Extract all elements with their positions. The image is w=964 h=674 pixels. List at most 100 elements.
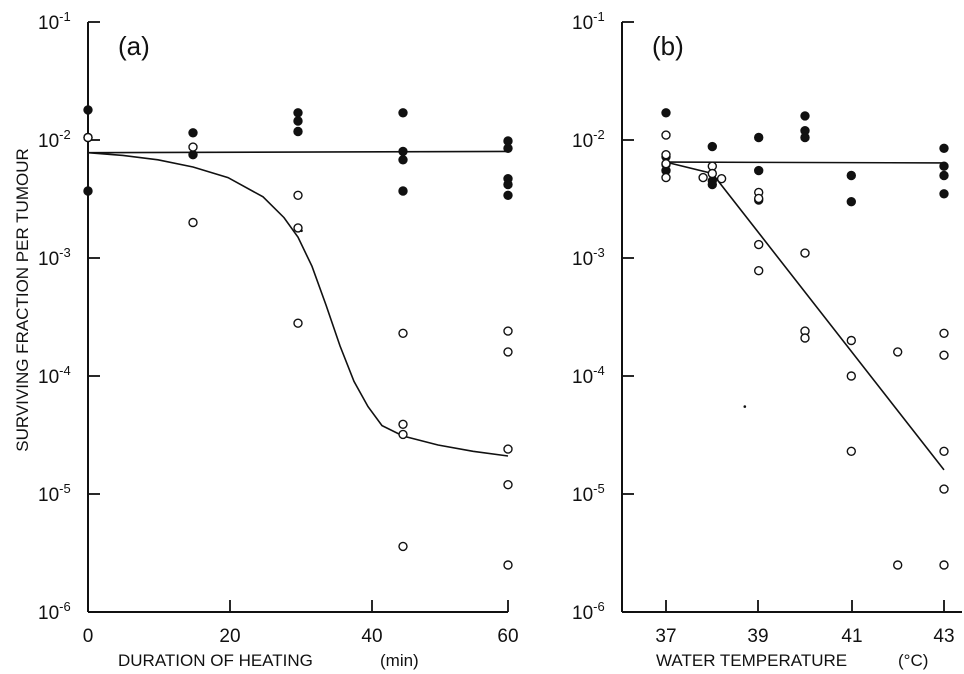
filled-data-point <box>293 116 303 126</box>
open-data-point <box>188 217 198 228</box>
panel-label: (b) <box>652 31 684 61</box>
x-tick-label: 39 <box>747 626 768 647</box>
filled-data-point <box>398 186 408 196</box>
open-data-point <box>846 335 856 346</box>
filled-data-point <box>188 128 198 138</box>
open-data-point <box>707 168 717 179</box>
open-data-point <box>503 480 513 490</box>
x-axis-unit: (°C) <box>898 651 928 670</box>
filled-data-point <box>293 126 303 137</box>
open-data-point <box>939 350 949 360</box>
x-tick-label: 37 <box>655 626 676 647</box>
filled-data-point <box>800 111 810 121</box>
filled-data-point <box>188 149 198 160</box>
panel-a: 10-1 10-2 10-3 10-4 10-5 10-6 0 20 40 60 (a) DURATI… <box>13 9 519 670</box>
open-data-point <box>293 190 303 201</box>
y-axis-title: SURVIVING FRACTION PER TUMOUR <box>13 148 32 452</box>
open-data-point <box>661 149 671 160</box>
open-data-point <box>661 130 671 140</box>
x-axis-unit: (min) <box>380 651 419 670</box>
filled-data-point <box>846 196 856 207</box>
open-data-point <box>503 347 513 357</box>
open-data-point <box>661 158 671 169</box>
filled-data-point <box>293 108 303 118</box>
open-data-point <box>754 266 764 276</box>
y-tick-label: 10-5 <box>38 481 71 506</box>
filled-data-point <box>846 170 856 181</box>
filled-data-point <box>83 105 93 115</box>
filled-data-point <box>754 165 764 176</box>
open-data-point <box>939 484 949 494</box>
filled-data-point <box>707 141 717 152</box>
open-data-point <box>503 444 513 454</box>
x-tick-label: 40 <box>361 626 382 647</box>
x-tick-label: 60 <box>497 626 518 647</box>
x-tick-label: 43 <box>933 626 954 647</box>
y-tick-label: 10-1 <box>572 9 605 34</box>
heated-fit-curve <box>87 151 509 457</box>
open-data-point <box>398 419 408 429</box>
stray-dot <box>743 405 747 408</box>
open-data-point <box>716 173 727 184</box>
heated-fit-curve <box>665 161 945 471</box>
open-data-point <box>503 326 513 336</box>
filled-data-point <box>503 190 513 201</box>
open-data-point <box>293 318 303 328</box>
x-axis-title: WATER TEMPERATURE <box>656 651 847 670</box>
open-data-point <box>698 172 708 183</box>
open-data-point <box>754 239 764 250</box>
open-data-point <box>293 223 303 233</box>
y-tick-label: 10-5 <box>572 481 605 506</box>
open-data-point <box>398 429 408 440</box>
y-tick-label: 10-1 <box>38 9 71 34</box>
control-fit-curve <box>665 161 945 164</box>
filled-data-point <box>754 132 764 143</box>
filled-data-point <box>503 179 513 190</box>
open-data-point <box>800 333 810 343</box>
open-data-point <box>503 560 513 570</box>
y-tick-label: 10-4 <box>572 363 605 388</box>
panel-b: 10-1 10-2 10-3 10-4 10-5 10-6 37 39 41 43 (b) WATER… <box>572 9 962 670</box>
open-data-point <box>846 446 856 456</box>
x-axis-title: DURATION OF HEATING <box>118 651 313 670</box>
filled-data-point <box>939 189 949 199</box>
filled-data-point <box>707 179 717 190</box>
open-data-point <box>754 193 764 204</box>
y-tick-label: 10-3 <box>38 245 71 270</box>
open-data-point <box>661 172 671 183</box>
y-tick-label: 10-6 <box>572 599 605 624</box>
y-tick-label: 10-3 <box>572 245 605 270</box>
open-data-point <box>939 328 949 338</box>
x-tick-label: 0 <box>83 626 94 647</box>
open-data-point <box>893 560 903 570</box>
filled-data-point <box>503 143 513 154</box>
filled-data-point <box>939 170 949 181</box>
control-fit-curve <box>87 150 509 154</box>
filled-data-point <box>398 108 408 118</box>
open-data-point <box>83 132 93 143</box>
filled-data-point <box>661 108 671 118</box>
open-data-point <box>398 541 408 552</box>
y-tick-label: 10-2 <box>572 127 605 152</box>
open-data-point <box>939 446 949 456</box>
x-tick-label: 41 <box>841 626 862 647</box>
filled-data-point <box>939 143 949 154</box>
open-data-point <box>800 248 810 258</box>
open-data-point <box>188 142 198 152</box>
open-data-point <box>939 560 949 570</box>
y-tick-label: 10-2 <box>38 127 71 152</box>
filled-data-point <box>800 132 810 143</box>
panel-label: (a) <box>118 31 150 61</box>
filled-data-point <box>83 186 93 196</box>
filled-data-point <box>398 155 408 165</box>
open-data-point <box>398 328 408 338</box>
filled-data-point <box>939 161 949 171</box>
y-tick-label: 10-6 <box>38 599 71 624</box>
open-data-point <box>893 347 903 357</box>
open-data-point <box>846 371 856 381</box>
filled-data-point <box>398 146 408 157</box>
y-tick-label: 10-4 <box>38 363 71 388</box>
stray-dot <box>300 229 303 233</box>
x-tick-label: 20 <box>219 626 240 647</box>
